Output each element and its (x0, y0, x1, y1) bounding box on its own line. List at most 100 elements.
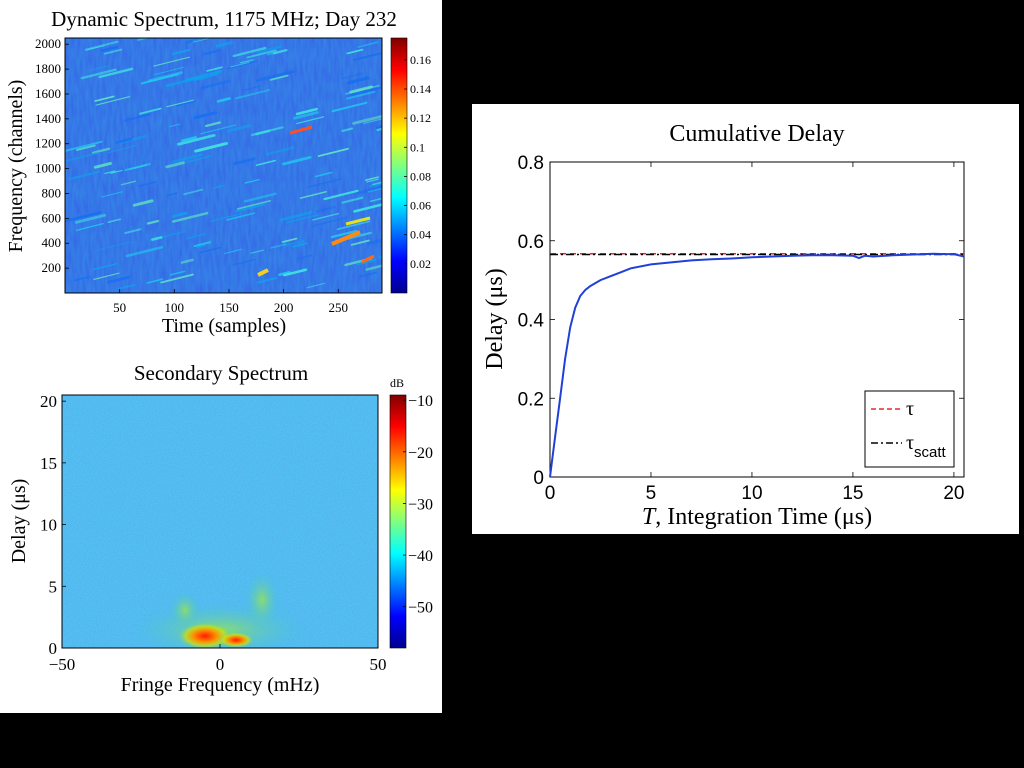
dynamic-streak (94, 95, 115, 102)
dynamic-streak (65, 210, 102, 223)
cumulative-x-label: T, Integration Time (μs) (642, 504, 872, 530)
scintle-yellow-1 (345, 216, 371, 226)
dynamic-streak (76, 144, 96, 151)
dynamic-streak (375, 124, 382, 129)
dynamic-streak (236, 199, 272, 210)
dynamic-streak (233, 258, 256, 266)
dynamic-streak (80, 68, 117, 80)
cumulative-delay-curve (549, 252, 965, 478)
dynamic-streak (74, 213, 107, 224)
dynamic-spectrum-image (65, 38, 382, 293)
dynamic-streak (293, 111, 319, 120)
dynamic-streak (124, 228, 142, 235)
dynamic-streak (341, 196, 364, 204)
dynamic-y-tick-label: 1000 (35, 161, 61, 176)
dynamic-streak (132, 199, 154, 207)
dynamic-streak (255, 159, 277, 167)
dynamic-streak (160, 273, 194, 284)
dynamic-streak (257, 45, 283, 54)
dynamic-streak (103, 48, 123, 55)
dynamic-y-tick-label: 1400 (35, 111, 61, 126)
dynamic-streak (224, 248, 243, 255)
dynamic-streak (186, 233, 206, 240)
secondary-y-label: Delay (μs) (8, 479, 30, 564)
dynamic-streak (181, 136, 197, 142)
dynamic-streak (347, 78, 370, 85)
secondary-spectrum-image (62, 395, 378, 648)
dynamic-streak (166, 99, 194, 108)
dynamic-streak (146, 219, 160, 225)
secondary-hotspot-2 (218, 632, 254, 648)
cumulative-y-tick-label: 0.2 (518, 389, 544, 410)
secondary-colorbar-ticks: −10 −20 −30 −40 −50 (403, 393, 433, 617)
secondary-x-ticks: −50 0 50 (49, 644, 387, 674)
dynamic-streak (234, 89, 271, 100)
dynamic-streak (120, 180, 137, 186)
dynamic-streak (123, 113, 151, 122)
dynamic-streak (171, 48, 191, 56)
dynamic-y-tick-label: 1200 (35, 136, 61, 151)
cumulative-legend: τ τscatt (864, 390, 955, 468)
secondary-x-tick-label: 0 (216, 655, 225, 674)
dynamic-streak (193, 72, 219, 82)
dynamic-streak (366, 178, 379, 183)
dynamic-spectrum-title: Dynamic Spectrum, 1175 MHz; Day 232 (51, 7, 397, 31)
secondary-colorbar-tick-label: −20 (408, 445, 433, 462)
dynamic-streak (226, 212, 256, 221)
dynamic-y-tick-label: 1800 (35, 61, 61, 76)
dynamic-streak (376, 127, 382, 132)
dynamic-streak (367, 187, 382, 193)
dynamic-streak (204, 121, 222, 128)
dynamic-y-tick-label: 1600 (35, 86, 61, 101)
dynamic-streak (365, 264, 382, 271)
dynamic-streak (93, 272, 120, 280)
secondary-arm-left (169, 590, 201, 630)
dynamic-streak (346, 76, 369, 85)
cumulative-x-label-var: T (642, 504, 657, 530)
dynamic-streak (232, 46, 267, 58)
dynamic-streak (226, 124, 251, 133)
dynamic-streak (65, 140, 103, 152)
dynamic-streak (250, 249, 264, 254)
secondary-x-tick-label: 50 (370, 655, 387, 674)
dynamic-colorbar-tick-label: 0.1 (410, 140, 425, 154)
dynamic-streak (314, 171, 333, 178)
dynamic-streak (317, 147, 349, 157)
dynamic-streak (250, 126, 284, 137)
dynamic-colorbar (390, 37, 408, 294)
dynamic-streak (203, 49, 222, 56)
dynamic-colorbar-tick-label: 0.02 (410, 257, 431, 271)
dynamic-streak (244, 179, 260, 184)
secondary-y-tick-label: 20 (40, 392, 57, 411)
secondary-colorbar-tick-label: −10 (408, 393, 433, 410)
dynamic-streak (153, 66, 184, 76)
dynamic-x-tick-label: 100 (165, 300, 185, 315)
dynamic-x-tick-label: 50 (113, 300, 126, 315)
dynamic-streak (124, 163, 151, 172)
dynamic-streak (172, 211, 188, 218)
legend-tau-scatt-label: τscatt (906, 432, 947, 461)
dynamic-streak (239, 59, 254, 64)
dynamic-streak (278, 270, 291, 276)
secondary-spectrum-title: Secondary Spectrum (134, 361, 308, 385)
dynamic-streak (256, 276, 277, 284)
cumulative-x-tick-label: 0 (545, 483, 556, 504)
dynamic-spectrum-frame (64, 37, 383, 294)
cumulative-y-tick-label: 0 (533, 468, 544, 489)
secondary-y-tick-label: 0 (49, 639, 58, 658)
dynamic-streak (90, 65, 109, 71)
dynamic-streak (244, 85, 262, 91)
dynamic-streak (107, 275, 131, 284)
dynamic-y-tick-label: 600 (42, 210, 62, 225)
dynamic-streak (270, 243, 287, 249)
dynamic-streak (358, 271, 378, 278)
dynamic-streak (172, 211, 209, 223)
dynamic-streak (315, 205, 336, 213)
dynamic-streak (117, 283, 136, 290)
dynamic-streak (350, 239, 370, 246)
dynamic-streak (255, 70, 294, 82)
legend-box (864, 390, 955, 468)
dynamic-streak (110, 169, 123, 174)
dynamic-streak (199, 246, 222, 254)
dynamic-streak (176, 99, 196, 107)
